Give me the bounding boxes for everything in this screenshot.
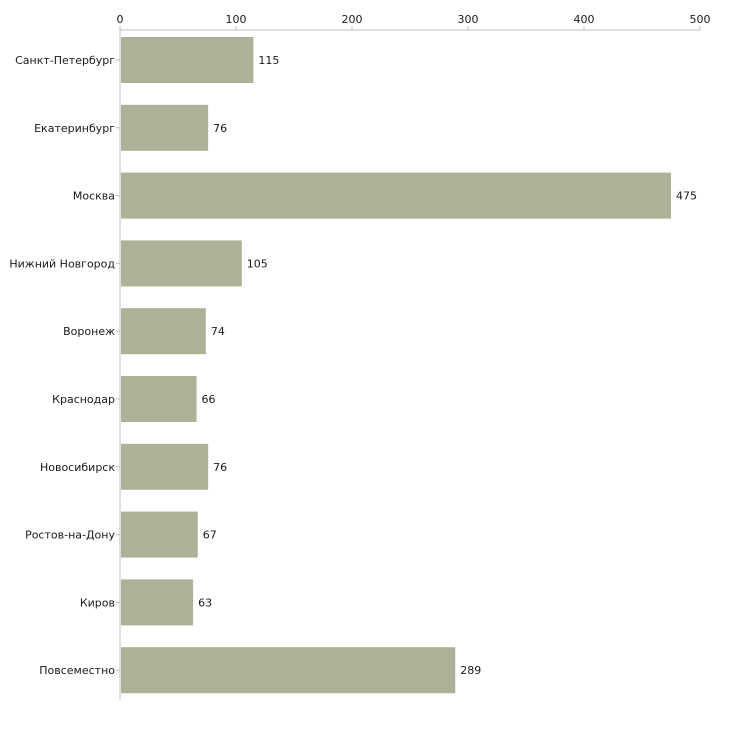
category-label: Нижний Новгород	[9, 257, 115, 270]
category-label: Ростов-на-Дону	[25, 529, 115, 542]
value-label: 66	[202, 393, 216, 406]
category-labels-group: Санкт-Петербург Екатеринбург Москва Нижний …	[9, 54, 115, 677]
category-label: Санкт-Петербург	[15, 54, 115, 67]
bars-group	[121, 37, 671, 694]
category-label: Повсеместно	[39, 664, 115, 677]
bar	[121, 579, 194, 626]
category-label: Краснодар	[52, 393, 115, 406]
value-label: 76	[213, 122, 227, 135]
x-tick-label: 100	[226, 13, 247, 26]
value-label: 67	[203, 529, 217, 542]
x-tick-label: 200	[342, 13, 363, 26]
value-labels-group: 115 76 475 105 74 66 76 67 63 289	[198, 54, 697, 677]
value-label: 115	[258, 54, 279, 67]
category-label: Киров	[80, 596, 115, 609]
x-tick-label: 0	[117, 13, 124, 26]
category-label: Екатеринбург	[34, 122, 115, 135]
category-label: Воронеж	[63, 325, 115, 338]
value-label: 475	[676, 190, 697, 203]
y-axis	[116, 30, 121, 700]
bar	[121, 172, 671, 219]
bar	[121, 443, 209, 490]
bar	[121, 240, 242, 287]
bar	[121, 511, 198, 558]
bar	[121, 104, 209, 151]
bar	[121, 647, 456, 694]
category-label: Новосибирск	[40, 461, 115, 474]
value-label: 76	[213, 461, 227, 474]
bar	[121, 308, 206, 355]
x-axis: 0 100 200 300 400 500	[117, 13, 711, 31]
bar	[121, 37, 254, 83]
x-tick-label: 500	[690, 13, 711, 26]
value-label: 289	[460, 664, 481, 677]
value-label: 74	[211, 325, 225, 338]
value-label: 63	[198, 596, 212, 609]
x-tick-label: 400	[574, 13, 595, 26]
bar	[121, 376, 197, 422]
value-label: 105	[247, 257, 268, 270]
category-label: Москва	[73, 190, 115, 203]
x-tick-label: 300	[458, 13, 479, 26]
